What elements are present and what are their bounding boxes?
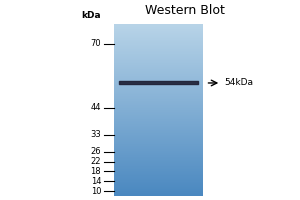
Text: Western Blot: Western Blot bbox=[145, 4, 225, 17]
Text: 44: 44 bbox=[91, 103, 101, 112]
Text: 33: 33 bbox=[90, 130, 101, 139]
Text: 26: 26 bbox=[91, 147, 101, 156]
Text: 54kDa: 54kDa bbox=[224, 78, 253, 87]
Text: 22: 22 bbox=[91, 157, 101, 166]
Text: 18: 18 bbox=[91, 167, 101, 176]
Text: kDa: kDa bbox=[82, 11, 101, 20]
Text: 14: 14 bbox=[91, 177, 101, 186]
Text: 70: 70 bbox=[91, 39, 101, 48]
Text: 10: 10 bbox=[91, 187, 101, 196]
